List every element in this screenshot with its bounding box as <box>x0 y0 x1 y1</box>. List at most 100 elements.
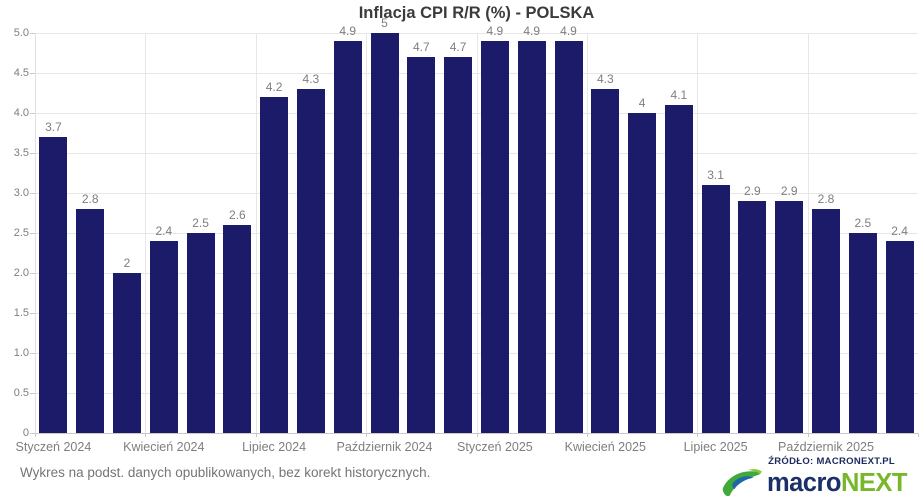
bar <box>39 137 68 433</box>
v-gridline <box>477 33 478 433</box>
v-gridline <box>366 33 367 433</box>
bar <box>664 105 693 433</box>
x-tick-label: Styczeń 2025 <box>457 440 533 454</box>
bar <box>333 41 362 433</box>
bar-value-label: 4.9 <box>523 24 541 38</box>
x-tick-mark <box>476 433 478 437</box>
bar-value-label: 4.1 <box>670 88 688 102</box>
v-gridline <box>145 33 146 433</box>
y-tick-label: 4.0 <box>13 107 29 119</box>
y-axis-line <box>35 33 36 433</box>
y-tick-mark <box>30 273 35 274</box>
h-gridline <box>35 313 918 314</box>
bar-value-label: 2.4 <box>891 224 908 238</box>
bar-value-label: 2.5 <box>192 216 209 230</box>
h-gridline <box>35 153 918 154</box>
y-tick-label: 4.5 <box>13 67 29 79</box>
bar-value-label: 2.9 <box>744 184 761 198</box>
logo-text: macroNEXT <box>767 469 908 497</box>
y-tick-mark <box>30 73 35 74</box>
h-gridline <box>35 33 918 34</box>
bar-value-label: 5 <box>381 16 388 30</box>
x-tick-label: Październik 2025 <box>778 440 874 454</box>
bar <box>113 273 141 433</box>
x-tick-mark <box>918 433 919 437</box>
y-tick-label: 0 <box>22 427 29 439</box>
y-tick-label: 2.5 <box>13 227 29 239</box>
y-tick-label: 5.0 <box>13 27 29 39</box>
bar-value-label: 4.3 <box>596 72 614 86</box>
x-tick-label: Lipiec 2025 <box>683 440 748 454</box>
bar-value-label: 4.2 <box>265 80 283 94</box>
x-tick-mark <box>366 433 368 437</box>
source-label: ŹRÓDŁO: MACRONEXT.PL <box>768 456 895 467</box>
bar <box>775 201 804 433</box>
y-tick-mark <box>30 193 35 194</box>
x-tick-label: Lipiec 2024 <box>242 440 307 454</box>
y-tick-mark <box>30 153 35 154</box>
y-tick-label: 1.0 <box>13 347 29 359</box>
bar <box>628 113 657 433</box>
logo-text-next: NEXT <box>840 469 908 497</box>
bar <box>517 41 546 433</box>
bar-value-label: 3.1 <box>707 168 724 182</box>
y-tick-mark <box>30 313 35 314</box>
bar <box>296 89 325 433</box>
h-gridline <box>35 353 918 354</box>
h-gridline <box>35 233 918 234</box>
x-tick-mark <box>697 433 699 437</box>
bar <box>480 41 509 433</box>
x-tick-label: Październik 2024 <box>336 440 433 454</box>
x-tick-mark <box>35 433 36 437</box>
bar-value-label: 3.7 <box>45 120 62 134</box>
bar-value-label: 2 <box>123 256 131 270</box>
y-tick-mark <box>30 113 35 114</box>
h-gridline <box>35 73 918 74</box>
bar-value-label: 4.9 <box>560 24 577 38</box>
bar <box>885 241 914 433</box>
chart-title: Inflacja CPI R/R (%) - POLSKA <box>358 4 595 22</box>
bar <box>407 57 436 433</box>
h-gridline <box>35 273 918 274</box>
y-tick-mark <box>30 393 35 394</box>
logo-swoosh-icon <box>722 469 762 497</box>
y-tick-label: 1.5 <box>13 307 29 319</box>
bar <box>701 185 730 433</box>
bar-value-label: 4.9 <box>339 24 357 38</box>
bar <box>848 233 877 433</box>
macronext-logo: macroNEXT <box>720 468 908 498</box>
h-gridline <box>35 113 918 114</box>
bar-value-label: 2.8 <box>817 192 835 206</box>
bar <box>76 209 105 433</box>
bar <box>370 33 399 433</box>
footnote-text: Wykres na podst. danych opublikowanych, … <box>20 465 431 480</box>
y-tick-label: 3.0 <box>13 187 29 199</box>
bar-value-label: 2.5 <box>854 216 872 230</box>
x-tick-label: Kwiecień 2024 <box>123 440 205 454</box>
bar <box>223 225 252 433</box>
y-tick-mark <box>30 233 35 234</box>
source-block: ŹRÓDŁO: MACRONEXT.PL macroNEXT <box>720 456 908 498</box>
x-tick-mark <box>255 433 257 437</box>
x-tick-label: Styczeń 2024 <box>15 440 92 454</box>
y-tick-label: 0.5 <box>13 387 29 399</box>
v-gridline <box>808 33 809 433</box>
y-tick-label: 2.0 <box>13 267 29 279</box>
bar-value-label: 4.7 <box>412 40 430 54</box>
bar-value-label: 2.4 <box>155 224 173 238</box>
x-tick-label: Kwiecień 2025 <box>564 440 646 454</box>
plot-area: 3.7 2.8 2 2.4 2.5 2.6 4.2 4.3 4.9 5 4.7 4.7 4.9 4.9 4.… <box>35 16 918 433</box>
v-gridline <box>587 33 588 433</box>
h-gridline <box>35 193 918 194</box>
bar-value-label: 4.9 <box>486 24 504 38</box>
y-tick-label: 3.5 <box>13 147 29 159</box>
bar <box>186 233 215 433</box>
bar <box>591 89 620 433</box>
y-tick-mark <box>30 433 35 434</box>
bar <box>738 201 767 433</box>
bar <box>149 241 178 433</box>
bar <box>260 97 289 433</box>
bar-value-label: 2.9 <box>780 184 798 198</box>
bar-value-label: 2.8 <box>81 192 99 206</box>
